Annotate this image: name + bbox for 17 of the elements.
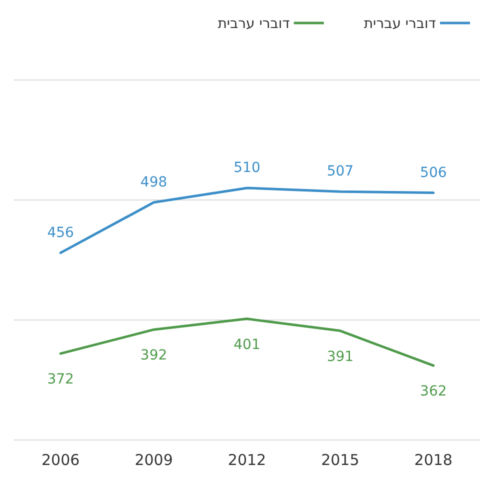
x-tick-label: 2006 <box>42 451 80 469</box>
data-label: 498 <box>140 174 168 190</box>
legend-label: דוברי עברית <box>364 16 436 32</box>
x-tick-label: 2015 <box>321 451 360 469</box>
legend-label: דוברי ערבית <box>218 16 290 32</box>
data-label: 456 <box>47 224 74 241</box>
data-label: 362 <box>420 384 447 400</box>
data-label: 391 <box>326 348 354 365</box>
x-tick-label: 2009 <box>134 451 173 469</box>
data-label: 372 <box>47 372 74 388</box>
data-label: 510 <box>234 160 260 176</box>
data-label: 507 <box>326 164 354 180</box>
x-tick-label: 2018 <box>414 451 452 469</box>
data-label: 506 <box>420 164 447 181</box>
data-label: 392 <box>140 348 168 364</box>
x-tick-label: 2012 <box>228 451 266 469</box>
data-label: 401 <box>234 336 260 353</box>
